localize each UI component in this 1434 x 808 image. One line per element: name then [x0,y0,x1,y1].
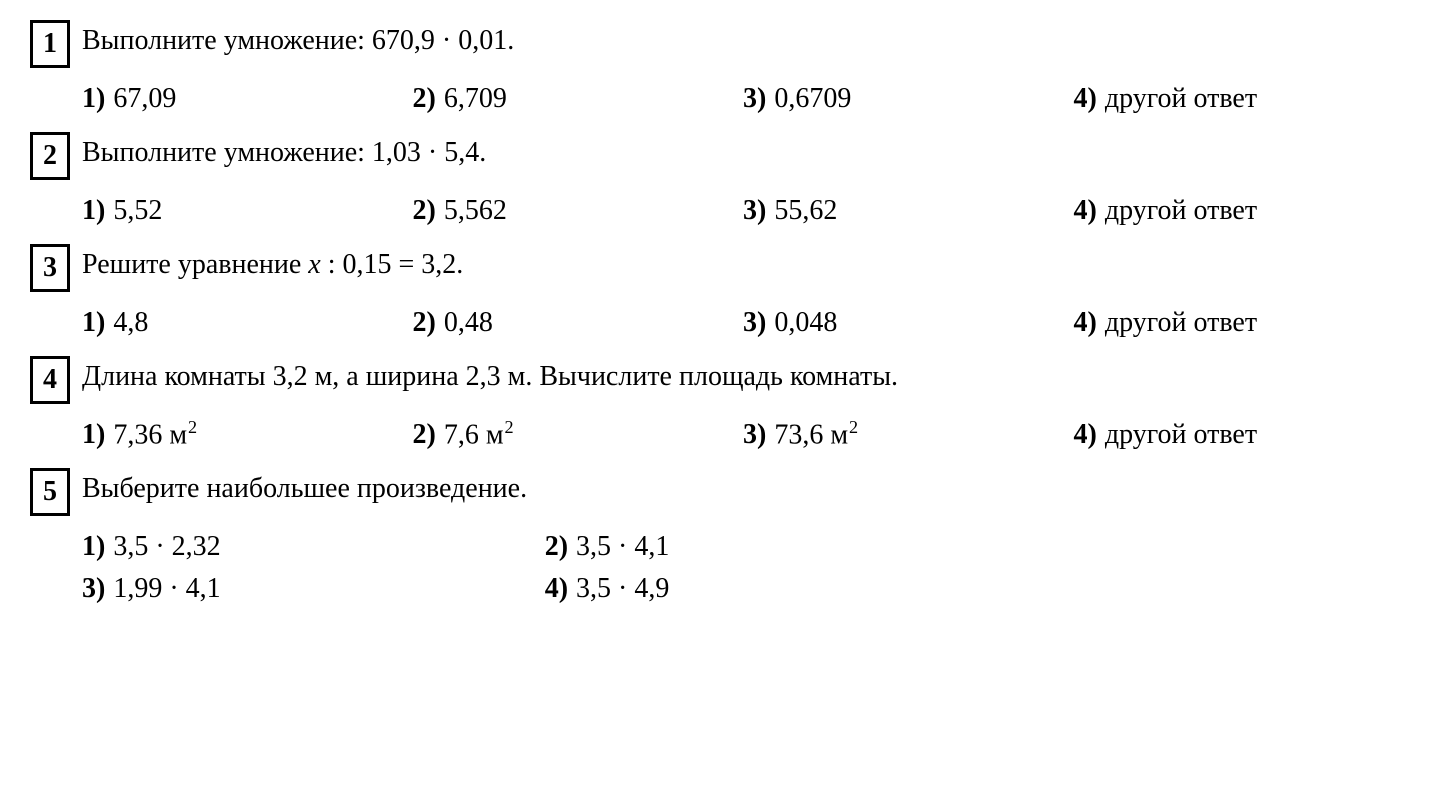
problem-number-box: 2 [30,132,70,180]
option-label: 4) [1074,190,1097,232]
problem-2: 2 Выполните умножение: 1,03 · 5,4. 1) 5,… [30,132,1404,232]
superscript: 2 [188,417,197,437]
option-label: 2) [413,302,436,344]
option-value: 1,99 · 4,1 [113,568,220,610]
option-value: 6,709 [444,78,507,120]
option-value: другой ответ [1105,302,1257,344]
options-row: 1) 3,5 · 2,32 2) 3,5 · 4,1 3) 1,99 · 4,1… [82,526,1404,610]
option-2: 2) 3,5 · 4,1 [545,526,1008,568]
option-label: 1) [82,526,105,568]
option-4: 4) 3,5 · 4,9 [545,568,1008,610]
option-1: 1) 7,36 м2 [82,414,413,456]
option-3: 3) 1,99 · 4,1 [82,568,545,610]
superscript: 2 [505,417,514,437]
option-2: 2) 6,709 [413,78,744,120]
problem-number-box: 5 [30,468,70,516]
options-row: 1) 5,52 2) 5,562 3) 55,62 4) другой отве… [82,190,1404,232]
problem-text: Выполните умножение: 1,03 · 5,4. [82,132,1404,174]
option-label: 2) [413,78,436,120]
option-label: 2) [413,414,436,456]
option-1: 1) 67,09 [82,78,413,120]
option-4: 4) другой ответ [1074,190,1405,232]
option-label: 1) [82,78,105,120]
problem-header: 2 Выполните умножение: 1,03 · 5,4. [30,132,1404,180]
option-value: 3,5 · 2,32 [113,526,220,568]
option-label: 3) [743,190,766,232]
option-label: 1) [82,414,105,456]
option-value: 3,5 · 4,9 [576,568,669,610]
option-value: 55,62 [774,190,837,232]
option-value: 0,48 [444,302,493,344]
option-label: 2) [545,526,568,568]
option-2: 2) 5,562 [413,190,744,232]
option-label: 1) [82,302,105,344]
option-value: другой ответ [1105,190,1257,232]
problem-number-box: 4 [30,356,70,404]
option-3: 3) 0,048 [743,302,1074,344]
option-2: 2) 0,48 [413,302,744,344]
option-4: 4) другой ответ [1074,302,1405,344]
problem-header: 1 Выполните умножение: 670,9 · 0,01. [30,20,1404,68]
option-value: 0,048 [774,302,837,344]
option-label: 1) [82,190,105,232]
option-1: 1) 4,8 [82,302,413,344]
problem-header: 4 Длина комнаты 3,2 м, а ширина 2,3 м. В… [30,356,1404,404]
problem-number-box: 1 [30,20,70,68]
problem-header: 5 Выберите наибольшее произведение. [30,468,1404,516]
problem-3: 3 Решите уравнение x : 0,15 = 3,2. 1) 4,… [30,244,1404,344]
option-label: 4) [1074,302,1097,344]
option-3: 3) 55,62 [743,190,1074,232]
option-value: 4,8 [113,302,148,344]
option-value: 67,09 [113,78,176,120]
option-4: 4) другой ответ [1074,414,1405,456]
options-row: 1) 7,36 м2 2) 7,6 м2 3) 73,6 м2 4) друго… [82,414,1404,456]
option-value: другой ответ [1105,78,1257,120]
problem-4: 4 Длина комнаты 3,2 м, а ширина 2,3 м. В… [30,356,1404,456]
option-value: 7,36 м2 [113,414,197,456]
options-row: 1) 4,8 2) 0,48 3) 0,048 4) другой ответ [82,302,1404,344]
option-value: 5,562 [444,190,507,232]
variable-x: x [308,249,320,280]
option-value: 3,5 · 4,1 [576,526,669,568]
option-label: 3) [743,78,766,120]
option-1: 1) 5,52 [82,190,413,232]
problem-text: Длина комнаты 3,2 м, а ширина 2,3 м. Выч… [82,356,1404,398]
problem-5: 5 Выберите наибольшее произведение. 1) 3… [30,468,1404,610]
option-value: 73,6 м2 [774,414,858,456]
problem-number-box: 3 [30,244,70,292]
option-value: 5,52 [113,190,162,232]
problem-1: 1 Выполните умножение: 670,9 · 0,01. 1) … [30,20,1404,120]
text-prefix: Решите уравнение [82,249,308,280]
option-label: 3) [743,414,766,456]
option-value: 7,6 м2 [444,414,514,456]
options-row: 1) 67,09 2) 6,709 3) 0,6709 4) другой от… [82,78,1404,120]
option-value: другой ответ [1105,414,1257,456]
problem-text: Выполните умножение: 670,9 · 0,01. [82,20,1404,62]
problem-text: Выберите наибольшее произведение. [82,468,1404,510]
problem-header: 3 Решите уравнение x : 0,15 = 3,2. [30,244,1404,292]
text-suffix: : 0,15 = 3,2. [321,249,464,280]
option-label: 4) [545,568,568,610]
option-label: 4) [1074,78,1097,120]
problem-text: Решите уравнение x : 0,15 = 3,2. [82,244,1404,286]
option-2: 2) 7,6 м2 [413,414,744,456]
option-label: 2) [413,190,436,232]
option-4: 4) другой ответ [1074,78,1405,120]
option-label: 3) [82,568,105,610]
option-value: 0,6709 [774,78,851,120]
option-3: 3) 73,6 м2 [743,414,1074,456]
option-3: 3) 0,6709 [743,78,1074,120]
option-1: 1) 3,5 · 2,32 [82,526,545,568]
option-label: 4) [1074,414,1097,456]
option-label: 3) [743,302,766,344]
superscript: 2 [849,417,858,437]
